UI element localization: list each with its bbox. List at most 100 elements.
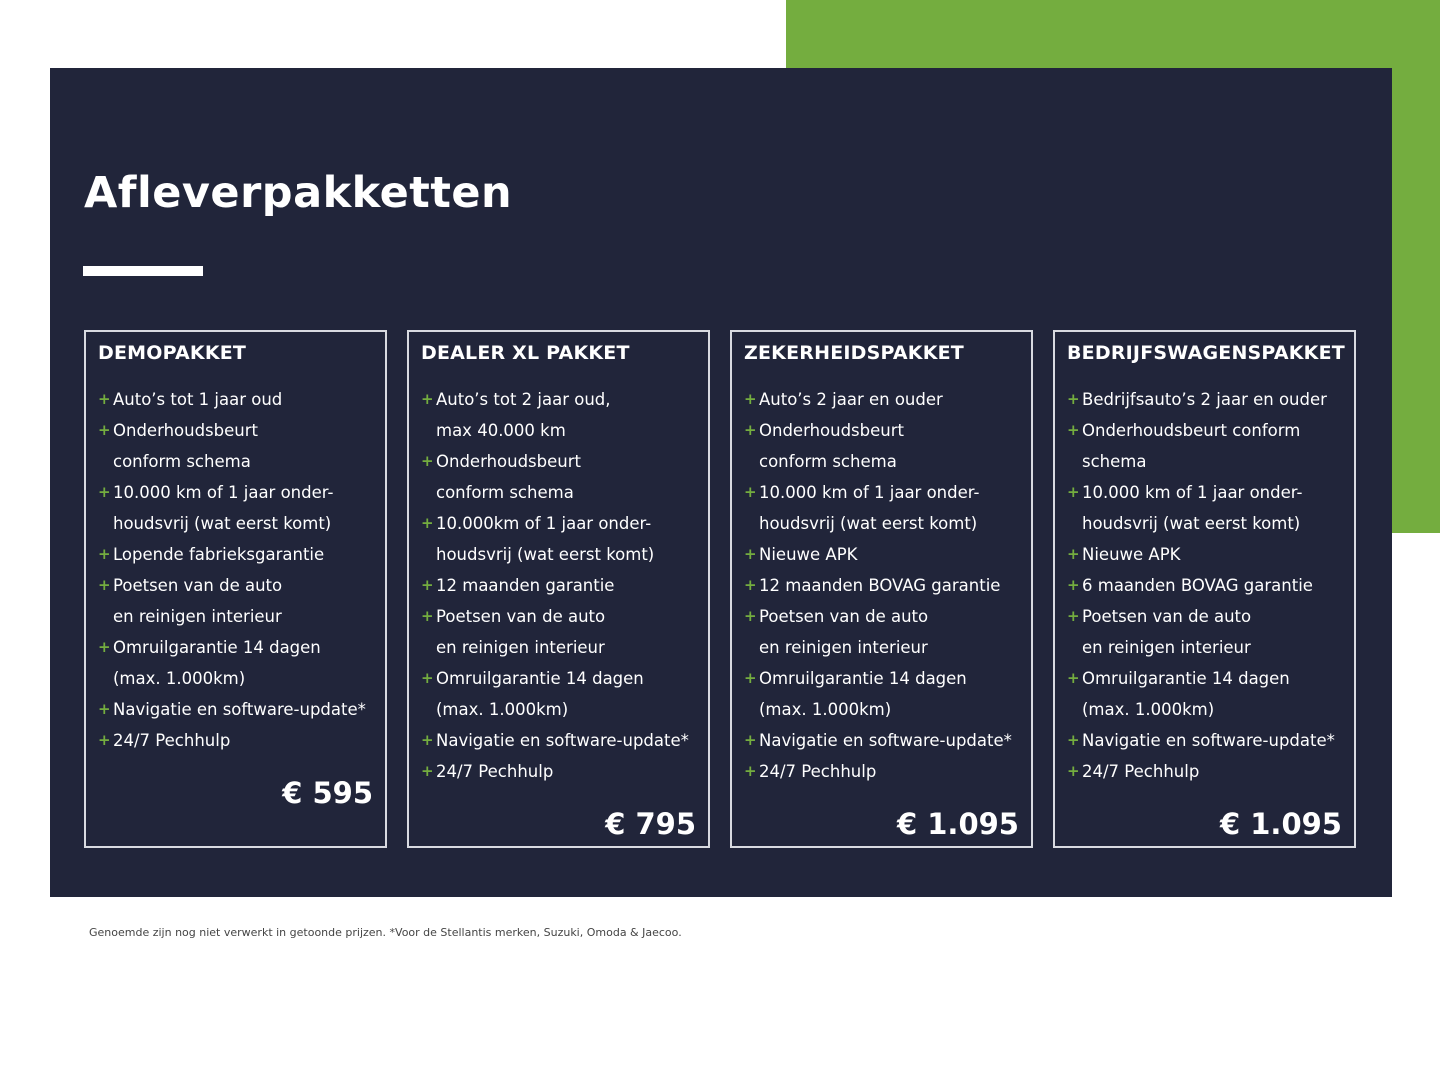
plus-icon: + [744, 390, 757, 408]
feature-line: conform schema [113, 452, 251, 471]
plus-icon: + [421, 390, 434, 408]
feature-line: Nieuwe APK [1082, 545, 1181, 564]
feature-line: 12 maanden BOVAG garantie [759, 576, 1001, 595]
feature-line: 10.000 km of 1 jaar onder- [113, 483, 334, 502]
package-name: ZEKERHEIDSPAKKET [744, 342, 964, 364]
package-card: DEALER XL PAKKET + Auto’s tot 2 jaar oud, m… [407, 330, 710, 848]
feature-line: 24/7 Pechhulp [759, 762, 877, 781]
feature-item: + Lopende fabrieksgarantie [98, 539, 373, 570]
feature-line: conform schema [436, 483, 574, 502]
feature-item: + Omruilgarantie 14 dagen (max. 1.000km) [421, 663, 696, 725]
feature-line: houdsvrij (wat eerst komt) [436, 545, 655, 564]
plus-icon: + [421, 607, 434, 625]
feature-item: + Bedrijfsauto’s 2 jaar en ouder [1067, 384, 1342, 415]
feature-line: en reinigen interieur [436, 638, 605, 657]
package-card: ZEKERHEIDSPAKKET + Auto’s 2 jaar en ouder +… [730, 330, 1033, 848]
feature-item: + Navigatie en software-update* [421, 725, 696, 756]
page-title: Afleverpakketten [84, 168, 513, 218]
plus-icon: + [1067, 483, 1080, 501]
feature-item: +24/7 Pechhulp [421, 756, 696, 787]
feature-item: +10.000 km of 1 jaar onder-houdsvrij (wa… [744, 477, 1019, 539]
feature-item: +10.000km of 1 jaar onder-houdsvrij (wat… [421, 508, 696, 570]
feature-item: + Omruilgarantie 14 dagen (max. 1.000km) [1067, 663, 1342, 725]
feature-item: +24/7 Pechhulp [98, 725, 373, 756]
feature-item: + Poetsen van de auto en reinigen interieu… [421, 601, 696, 663]
feature-line: max 40.000 km [436, 421, 566, 440]
feature-line: Omruilgarantie 14 dagen [436, 669, 644, 688]
plus-icon: + [421, 576, 434, 594]
plus-icon: + [98, 545, 111, 563]
feature-item: + Nieuwe APK [1067, 539, 1342, 570]
plus-icon: + [744, 607, 757, 625]
plus-icon: + [744, 483, 757, 501]
feature-line: (max. 1.000km) [113, 669, 246, 688]
plus-icon: + [98, 390, 111, 408]
feature-item: + Poetsen van de auto en reinigen interieu… [744, 601, 1019, 663]
package-name: BEDRIJFSWAGENSPAKKET [1067, 342, 1345, 364]
feature-list: + Auto’s 2 jaar en ouder + Onderhoudsbeurt c… [744, 384, 1019, 787]
feature-item: +24/7 Pechhulp [744, 756, 1019, 787]
feature-line: Auto’s 2 jaar en ouder [759, 390, 943, 409]
feature-item: +24/7 Pechhulp [1067, 756, 1342, 787]
feature-item: + Navigatie en software-update* [1067, 725, 1342, 756]
feature-line: Nieuwe APK [759, 545, 858, 564]
feature-line: en reinigen interieur [1082, 638, 1251, 657]
packages-panel: Afleverpakketten DEMOPAKKET + Auto’s tot 1… [50, 68, 1392, 897]
plus-icon: + [744, 545, 757, 563]
feature-item: + Poetsen van de auto en reinigen interieu… [1067, 601, 1342, 663]
title-underline [83, 266, 203, 276]
plus-icon: + [1067, 421, 1080, 439]
feature-list: + Bedrijfsauto’s 2 jaar en ouder + Onderhou… [1067, 384, 1342, 787]
feature-line: (max. 1.000km) [1082, 700, 1215, 719]
feature-item: + Auto’s tot 1 jaar oud [98, 384, 373, 415]
feature-item: +6 maanden BOVAG garantie [1067, 570, 1342, 601]
feature-item: + Omruilgarantie 14 dagen (max. 1.000km) [98, 632, 373, 694]
plus-icon: + [1067, 731, 1080, 749]
plus-icon: + [98, 731, 111, 749]
feature-line: houdsvrij (wat eerst komt) [1082, 514, 1301, 533]
feature-line: houdsvrij (wat eerst komt) [759, 514, 978, 533]
plus-icon: + [98, 700, 111, 718]
feature-line: Navigatie en software-update* [1082, 731, 1335, 750]
feature-item: + Auto’s tot 2 jaar oud, max 40.000 km [421, 384, 696, 446]
plus-icon: + [1067, 545, 1080, 563]
feature-line: 24/7 Pechhulp [436, 762, 554, 781]
plus-icon: + [1067, 669, 1080, 687]
feature-line: Onderhoudsbeurt [436, 452, 581, 471]
plus-icon: + [421, 762, 434, 780]
feature-item: +10.000 km of 1 jaar onder-houdsvrij (wa… [1067, 477, 1342, 539]
package-price: € 1.095 [896, 807, 1019, 841]
feature-item: + Onderhoudsbeurt conform schema [744, 415, 1019, 477]
plus-icon: + [421, 452, 434, 470]
package-card: BEDRIJFSWAGENSPAKKET + Bedrijfsauto’s 2 ja… [1053, 330, 1356, 848]
feature-line: 10.000 km of 1 jaar onder- [759, 483, 980, 502]
plus-icon: + [421, 731, 434, 749]
plus-icon: + [421, 514, 434, 532]
package-price: € 795 [605, 807, 696, 841]
feature-item: + Nieuwe APK [744, 539, 1019, 570]
feature-line: (max. 1.000km) [436, 700, 569, 719]
plus-icon: + [744, 421, 757, 439]
feature-item: + Navigatie en software-update* [744, 725, 1019, 756]
feature-item: + Auto’s 2 jaar en ouder [744, 384, 1019, 415]
feature-list: + Auto’s tot 1 jaar oud + Onderhoudsbeurt co… [98, 384, 373, 756]
feature-line: Navigatie en software-update* [436, 731, 689, 750]
plus-icon: + [1067, 576, 1080, 594]
plus-icon: + [421, 669, 434, 687]
plus-icon: + [98, 483, 111, 501]
feature-line: 12 maanden garantie [436, 576, 615, 595]
feature-line: 10.000 km of 1 jaar onder- [1082, 483, 1303, 502]
feature-item: + Omruilgarantie 14 dagen (max. 1.000km) [744, 663, 1019, 725]
feature-line: 24/7 Pechhulp [1082, 762, 1200, 781]
feature-line: 10.000km of 1 jaar onder- [436, 514, 652, 533]
plus-icon: + [744, 762, 757, 780]
feature-item: + Onderhoudsbeurt conform schema [1067, 415, 1342, 477]
footnote: Genoemde zijn nog niet verwerkt in getoo… [89, 926, 682, 939]
feature-line: Poetsen van de auto [759, 607, 929, 626]
feature-line: en reinigen interieur [113, 607, 282, 626]
plus-icon: + [98, 576, 111, 594]
feature-line: Bedrijfsauto’s 2 jaar en ouder [1082, 390, 1327, 409]
feature-line: Onderhoudsbeurt conform [1082, 421, 1301, 440]
feature-line: Omruilgarantie 14 dagen [759, 669, 967, 688]
feature-line: schema [1082, 452, 1147, 471]
